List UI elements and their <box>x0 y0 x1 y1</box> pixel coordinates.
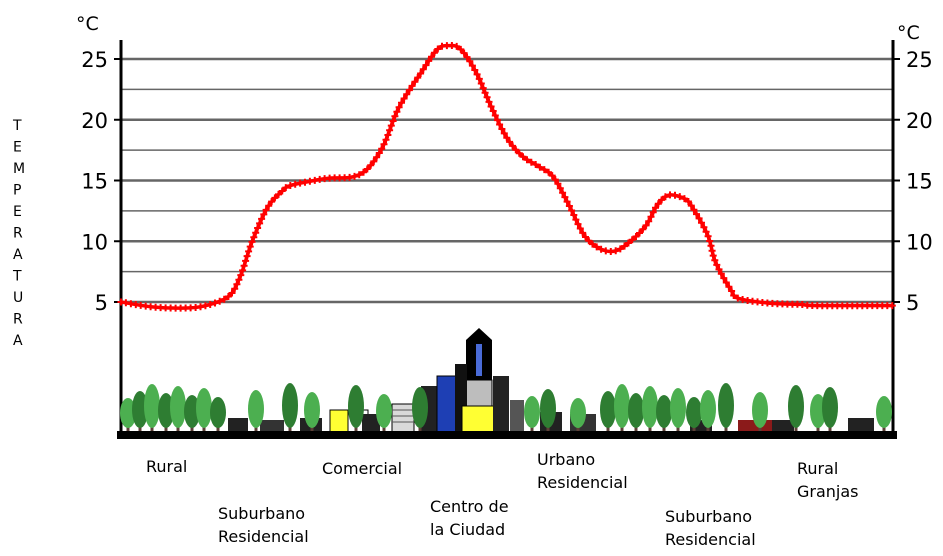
tree <box>670 388 686 428</box>
zone-label: Rural <box>146 457 187 476</box>
y-tick-label-right: 20 <box>906 109 933 133</box>
y-axis-label-letter: R <box>13 226 23 242</box>
tree <box>376 394 392 428</box>
building-blue <box>437 376 457 434</box>
tree <box>628 393 644 428</box>
y-tick-label-left: 20 <box>81 109 108 133</box>
y-axis-label-letter: R <box>13 312 23 328</box>
tree <box>412 387 428 428</box>
ground-strip <box>117 431 897 439</box>
y-axis-label-letter: A <box>13 333 23 349</box>
tree <box>752 392 768 428</box>
building-yellow <box>462 406 496 434</box>
tower-window-column <box>476 344 482 376</box>
building <box>392 404 414 434</box>
zone-label: Granjas <box>797 482 859 501</box>
zone-label: Residencial <box>218 527 309 546</box>
y-tick-label-left: 5 <box>95 291 108 315</box>
tower-spire <box>466 328 492 340</box>
tree <box>144 384 160 428</box>
tree <box>348 385 364 428</box>
y-axis-label-letter: E <box>13 140 22 156</box>
zone-labels: Rural Suburbano Residencial Comercial Centro… <box>146 450 859 549</box>
tree <box>876 396 892 428</box>
tree <box>614 384 630 428</box>
zone-label: Residencial <box>537 473 628 492</box>
tree <box>248 390 264 428</box>
building <box>510 400 524 434</box>
y-tick-label-left: 25 <box>81 48 108 72</box>
city-skyline-illustration <box>117 328 897 439</box>
zone-label: Rural <box>797 459 838 478</box>
zone-label: Comercial <box>322 459 402 478</box>
tree <box>788 385 804 428</box>
tree <box>196 388 212 428</box>
unit-label-left: °C <box>76 13 99 35</box>
zone-label: la Ciudad <box>430 520 505 539</box>
tree <box>524 396 540 428</box>
y-tick-label-left: 10 <box>81 230 108 254</box>
y-axis-label-letter: T <box>12 269 22 285</box>
y-axis-label-letter: U <box>13 290 23 306</box>
tree <box>656 395 672 428</box>
tree <box>642 386 658 428</box>
y-tick-label-right: 25 <box>906 48 933 72</box>
tree <box>686 397 702 428</box>
building-yellow-small <box>330 410 348 434</box>
gridlines <box>121 59 893 302</box>
tree <box>282 383 298 428</box>
line-marker <box>197 303 204 310</box>
tree <box>210 397 226 428</box>
y-axis-label-letter: P <box>13 183 21 199</box>
zone-label: Urbano <box>537 450 595 469</box>
y-axis-label-letter: T <box>12 118 22 134</box>
tree <box>570 398 586 428</box>
tree <box>540 389 556 428</box>
unit-label-right: °C <box>897 22 920 44</box>
line-marker <box>709 247 716 254</box>
tree <box>718 383 734 428</box>
tree <box>304 392 320 428</box>
tree <box>170 386 186 428</box>
tree <box>822 387 838 428</box>
y-tick-label-left: 15 <box>81 170 108 194</box>
line-marker <box>672 192 679 199</box>
y-tick-label-right: 5 <box>906 291 919 315</box>
y-tick-label-right: 10 <box>906 230 933 254</box>
building <box>493 376 509 434</box>
tree <box>700 390 716 428</box>
y-axis-label-letter: A <box>13 247 23 263</box>
zone-label: Centro de <box>430 497 509 516</box>
y-tick-label-right: 15 <box>906 170 933 194</box>
zone-label: Residencial <box>665 530 756 549</box>
zone-label: Suburbano <box>218 504 305 523</box>
temperature-line <box>121 46 893 309</box>
y-axis-label-letter: M <box>13 161 25 177</box>
zone-label: Suburbano <box>665 507 752 526</box>
y-axis-label-letter: E <box>13 204 22 220</box>
tree <box>600 391 616 428</box>
